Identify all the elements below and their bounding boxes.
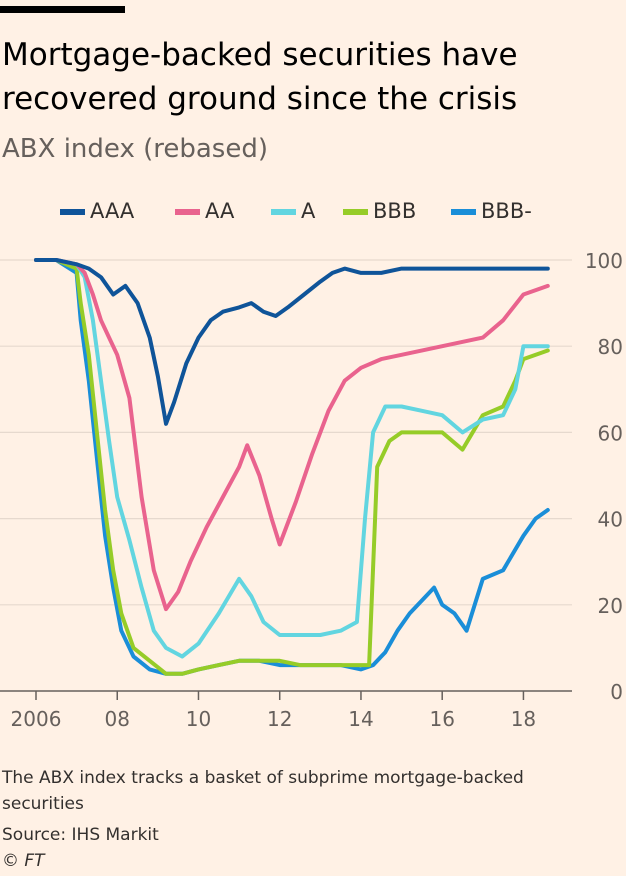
- x-tick-label-2018: 18: [511, 707, 536, 731]
- footnote: The ABX index tracks a basket of subprim…: [2, 768, 524, 814]
- y-tick-label-100: 100: [585, 249, 623, 273]
- legend-swatch-aaa: [60, 209, 85, 215]
- source-note: Source: IHS Markit: [2, 825, 159, 845]
- chart-subtitle: ABX index (rebased): [2, 134, 268, 164]
- y-tick-label-0: 0: [610, 680, 623, 704]
- series-line-aa: [34, 258, 550, 612]
- y-tick-label-20: 20: [598, 594, 623, 618]
- y-tick-label-60: 60: [598, 421, 623, 445]
- y-tick-label-40: 40: [598, 508, 623, 532]
- legend-label-aa: AA: [205, 199, 235, 223]
- legend-label-aaa: AAA: [90, 199, 135, 223]
- legend-swatch-bbb: [343, 209, 368, 215]
- series-line-a: [34, 258, 550, 659]
- x-tick-label-2014: 14: [348, 707, 373, 731]
- legend-swatch-aa: [175, 209, 200, 215]
- x-tick-label-2006: 2006: [11, 707, 62, 731]
- legend-swatch-a: [271, 209, 296, 215]
- y-gridlines: [0, 259, 572, 692]
- legend-label-a: A: [301, 199, 316, 223]
- series-line-bbb-minus: [34, 258, 550, 676]
- x-axis: 2006 08 10 12 14 16 18: [11, 691, 536, 731]
- x-tick-label-2012: 12: [267, 707, 292, 731]
- x-tick-label-2016: 16: [429, 707, 454, 731]
- x-tick-label-2008: 08: [105, 707, 130, 731]
- series-lines: [34, 258, 550, 676]
- legend-label-bbb-minus: BBB-: [481, 199, 532, 223]
- legend-swatch-bbb-minus: [451, 209, 476, 215]
- series-line-aaa: [34, 258, 550, 426]
- x-tick-label-2010: 10: [186, 707, 211, 731]
- chart-title: Mortgage-backed securities have recovere…: [2, 37, 518, 117]
- y-tick-label-80: 80: [598, 335, 623, 359]
- abx-line-chart: 2006 08 10 12 14 16 18 0 20 40 60 80 100: [0, 249, 623, 731]
- series-line-bbb: [34, 258, 550, 676]
- ft-top-bar: [0, 6, 125, 13]
- legend-label-bbb: BBB: [373, 199, 417, 223]
- copyright: © FT: [2, 851, 45, 871]
- y-tick-labels: 0 20 40 60 80 100: [585, 249, 623, 704]
